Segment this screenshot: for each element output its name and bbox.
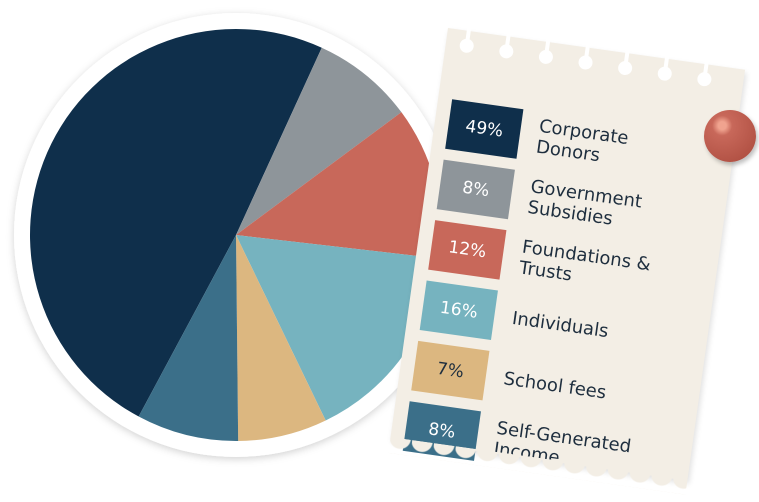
note-hole xyxy=(696,71,713,88)
pie-slice xyxy=(236,112,443,259)
legend-swatch: 7% xyxy=(411,340,490,401)
legend-swatch: 16% xyxy=(419,280,498,341)
legend: 49% Corporate Donors 8% Government Subsidie… xyxy=(401,99,729,500)
note-hole xyxy=(458,37,475,54)
legend-label: School fees xyxy=(502,367,608,403)
legend-label: Government Subsidies xyxy=(526,176,644,230)
pie-slice xyxy=(236,47,402,236)
note-hole xyxy=(498,43,515,60)
pin xyxy=(704,110,756,162)
note-hole xyxy=(656,65,673,82)
pie-chart xyxy=(14,13,458,457)
pie-slice xyxy=(29,28,322,417)
pie-slice xyxy=(138,235,239,442)
legend-note: 49% Corporate Donors 8% Government Subsidie… xyxy=(390,28,746,481)
pie-slice xyxy=(236,235,441,421)
legend-label: Individuals xyxy=(510,307,610,342)
pie-slice xyxy=(236,235,326,441)
note-hole xyxy=(577,54,594,71)
legend-swatch: 8% xyxy=(436,159,515,220)
legend-label: Corporate Donors xyxy=(534,115,630,167)
legend-swatch: 49% xyxy=(445,99,524,159)
note-hole xyxy=(538,49,554,65)
note-hole xyxy=(617,60,634,76)
legend-label: Foundations & Trusts xyxy=(517,236,653,286)
legend-label: Self-Generated Income xyxy=(492,417,633,469)
legend-swatch: 8% xyxy=(402,401,481,461)
legend-swatch: 12% xyxy=(428,220,507,280)
